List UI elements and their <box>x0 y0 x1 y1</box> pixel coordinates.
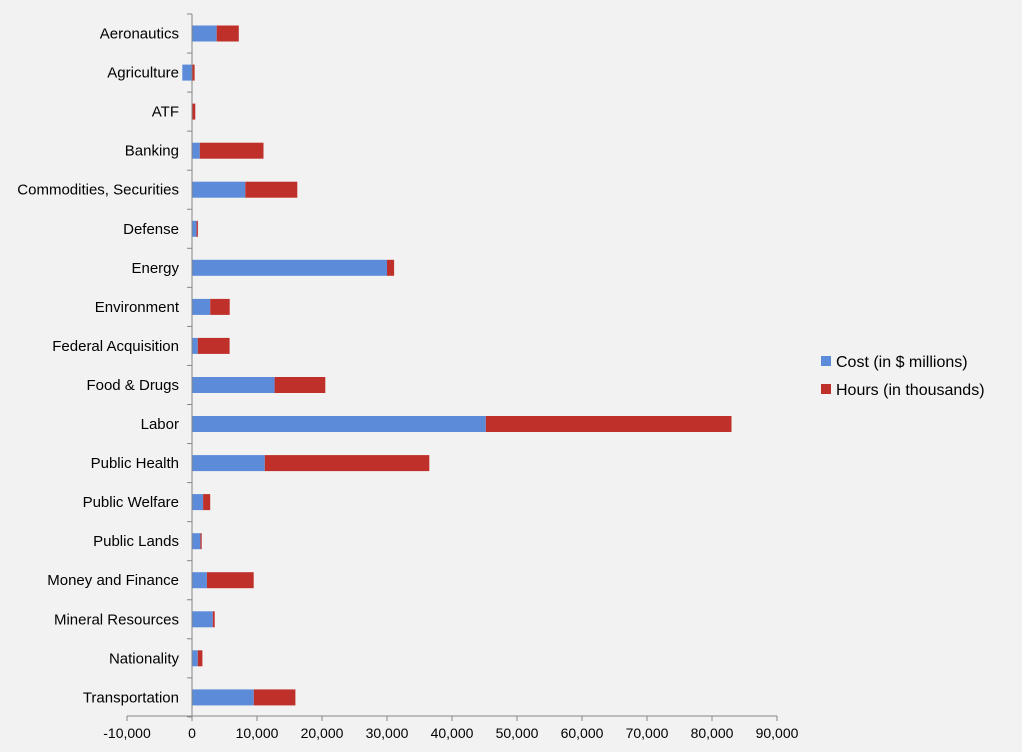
bar-hours-9 <box>274 377 326 393</box>
bar-cost-16 <box>192 650 198 667</box>
x-tick-label-8: 70,000 <box>626 725 669 741</box>
bar-cost-10 <box>192 416 486 432</box>
bars-group <box>182 25 732 706</box>
category-label-9: Food & Drugs <box>86 377 179 394</box>
bar-cost-3 <box>192 142 200 159</box>
bar-cost-1 <box>182 64 193 81</box>
bar-hours-6 <box>387 259 395 276</box>
x-tick-label-9: 80,000 <box>691 725 734 741</box>
bar-cost-0 <box>192 25 217 42</box>
category-label-0: Aeronautics <box>100 26 179 43</box>
bar-hours-8 <box>197 337 230 354</box>
category-label-6: Energy <box>131 260 179 277</box>
legend-label-cost: Cost (in $ millions) <box>836 354 968 371</box>
category-label-7: Environment <box>95 299 180 316</box>
x-tick-label-7: 60,000 <box>561 725 604 741</box>
bar-hours-17 <box>253 689 296 706</box>
bar-hours-0 <box>216 25 239 42</box>
bar-hours-7 <box>210 298 230 315</box>
category-label-2: ATF <box>152 104 179 121</box>
x-tick-label-10: 90,000 <box>756 725 799 741</box>
bar-hours-11 <box>264 455 430 472</box>
bar-cost-11 <box>192 455 265 472</box>
bar-hours-13 <box>200 533 202 550</box>
category-label-15: Mineral Resources <box>54 611 179 628</box>
category-label-4: Commodities, Securities <box>17 182 179 199</box>
legend-swatch-cost <box>821 356 831 366</box>
bar-cost-7 <box>192 298 211 315</box>
x-tick-label-4: 30,000 <box>366 725 409 741</box>
bar-hours-4 <box>245 181 298 198</box>
bar-cost-5 <box>192 220 197 237</box>
bar-hours-14 <box>206 572 254 589</box>
x-tick-label-1: 0 <box>188 725 196 741</box>
bar-cost-14 <box>192 572 207 589</box>
x-tick-label-3: 20,000 <box>301 725 344 741</box>
bar-hours-15 <box>212 611 215 628</box>
category-label-11: Public Health <box>91 455 179 472</box>
bar-cost-12 <box>192 494 204 511</box>
bar-cost-9 <box>192 377 275 393</box>
legend-swatch-hours <box>821 384 831 394</box>
bar-cost-17 <box>192 689 254 706</box>
legend-label-hours: Hours (in thousands) <box>836 382 985 399</box>
category-label-5: Defense <box>123 221 179 238</box>
bar-hours-2 <box>192 103 196 120</box>
category-label-16: Nationality <box>109 650 180 667</box>
category-label-13: Public Lands <box>93 533 179 550</box>
category-label-10: Labor <box>141 416 179 433</box>
axes-group: Aeronautics Agriculture ATF Banking Commodit… <box>17 13 799 741</box>
bar-hours-12 <box>203 494 211 511</box>
legend: Cost (in $ millions) Hours (in thousands) <box>821 354 985 399</box>
bar-hours-5 <box>196 220 198 237</box>
bar-hours-1 <box>192 64 195 81</box>
bar-cost-4 <box>192 181 246 198</box>
bar-hours-10 <box>485 416 732 432</box>
category-label-14: Money and Finance <box>47 572 179 589</box>
category-label-8: Federal Acquisition <box>52 338 179 355</box>
bar-cost-15 <box>192 611 213 628</box>
category-label-17: Transportation <box>83 689 179 706</box>
x-tick-label-0: -10,000 <box>103 725 151 741</box>
x-tick-label-6: 50,000 <box>496 725 539 741</box>
bar-cost-6 <box>192 259 387 276</box>
category-label-12: Public Welfare <box>83 494 179 511</box>
bar-cost-13 <box>192 533 201 550</box>
bar-hours-3 <box>199 142 264 159</box>
category-label-3: Banking <box>125 143 179 160</box>
x-tick-label-5: 40,000 <box>431 725 474 741</box>
category-label-1: Agriculture <box>107 65 179 82</box>
x-tick-label-2: 10,000 <box>236 725 279 741</box>
bar-hours-16 <box>197 650 203 667</box>
bar-cost-8 <box>192 337 198 354</box>
